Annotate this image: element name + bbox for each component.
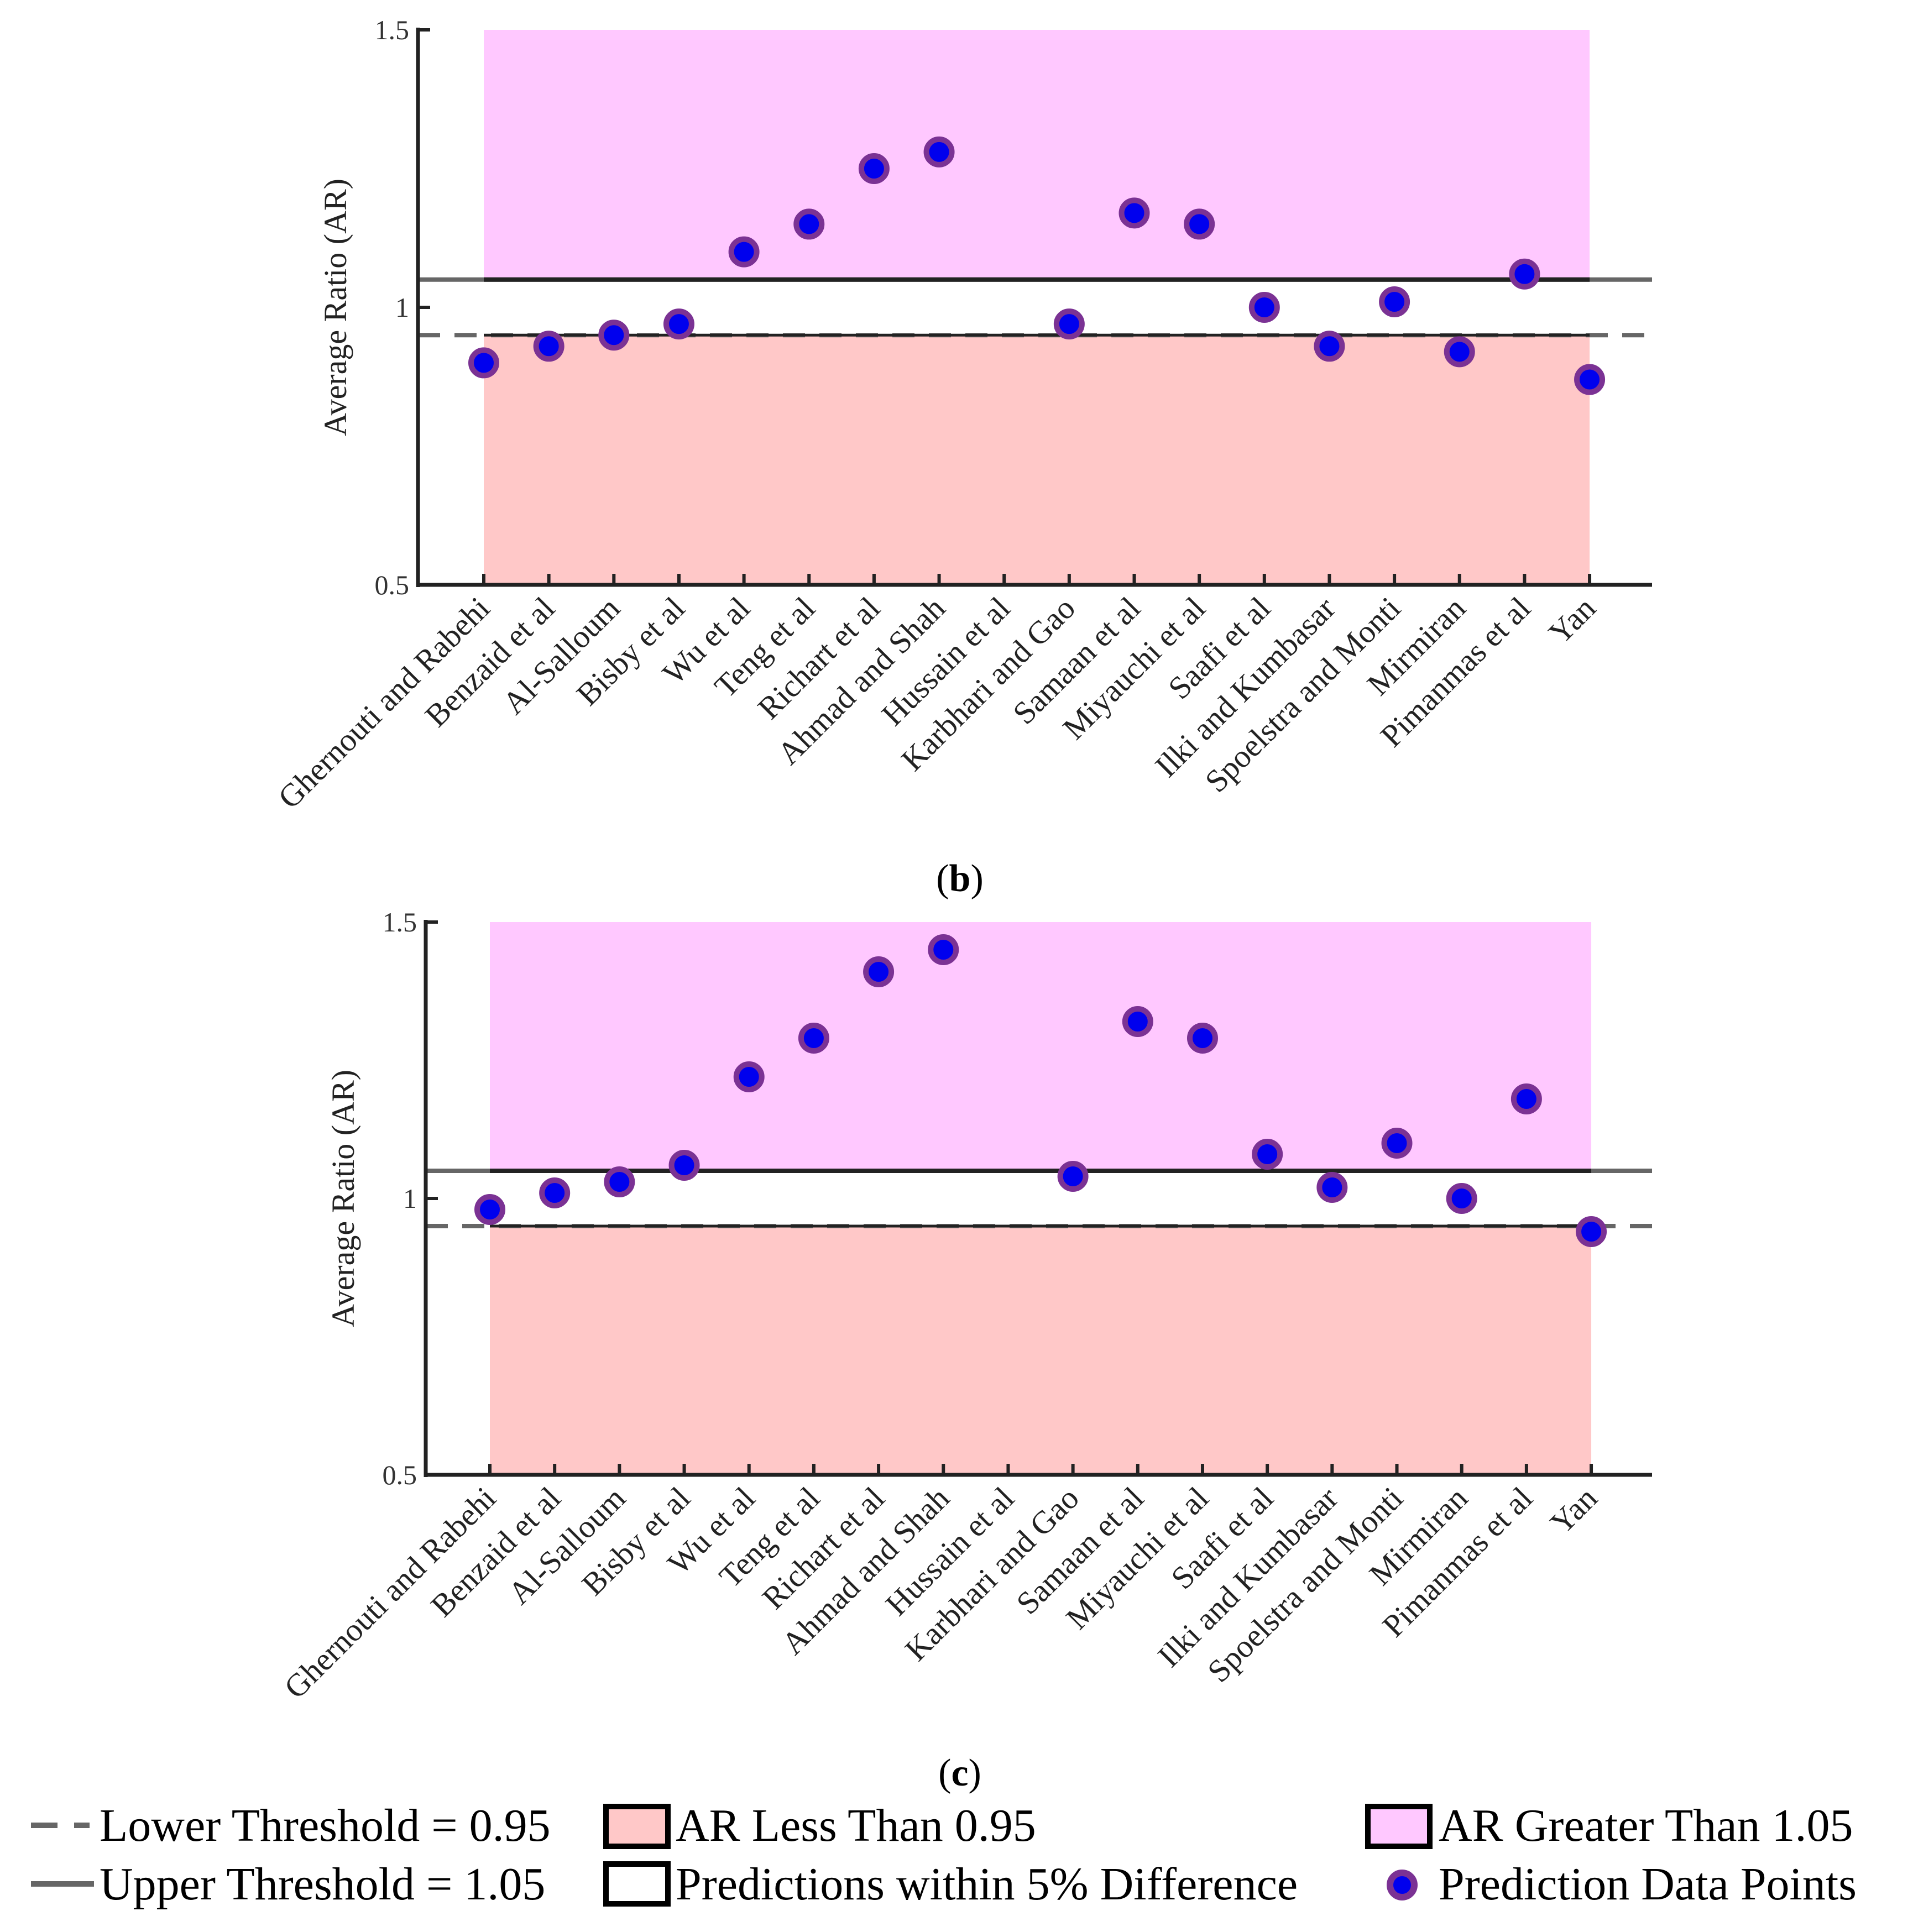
data-point	[733, 1061, 765, 1092]
prediction-point-legend-icon	[1387, 1870, 1418, 1900]
prediction-points	[468, 136, 1606, 395]
ar-greater-legend-icon	[1365, 1804, 1433, 1849]
y-tick-label: 1.5	[383, 907, 417, 938]
data-point	[1057, 1161, 1089, 1192]
data-point	[798, 1023, 829, 1054]
upper-band	[484, 30, 1590, 280]
data-point	[1184, 208, 1215, 240]
y-axis-label: Average Ratio (AR)	[325, 1070, 361, 1327]
data-point	[663, 308, 694, 340]
panel-letter: b	[949, 857, 971, 900]
lower-band	[490, 1226, 1592, 1475]
panel-label-c: (c)	[938, 1752, 981, 1794]
data-point	[793, 208, 825, 240]
legend-label-ar-less: AR Less Than 0.95	[676, 1800, 1036, 1851]
legend-label-lower-threshold: Lower Threshold = 0.95	[100, 1800, 551, 1851]
y-tick-label: 1.5	[375, 14, 410, 45]
data-point	[728, 236, 760, 268]
legend-label-within: Predictions within 5% Difference	[676, 1858, 1298, 1910]
data-point	[863, 956, 895, 987]
data-point	[474, 1194, 505, 1225]
y-tick-label: 0.5	[375, 569, 410, 600]
upper-band	[490, 922, 1592, 1171]
ar-less-legend-icon	[603, 1804, 671, 1849]
data-point	[1510, 1083, 1542, 1114]
data-point	[928, 934, 959, 965]
y-axis-label: Average Ratio (AR)	[317, 179, 353, 436]
data-point	[468, 347, 499, 379]
data-point	[923, 136, 955, 167]
threshold-lines	[418, 277, 1652, 338]
data-point	[1187, 1023, 1218, 1054]
y-tick-label: 1	[403, 1183, 417, 1214]
data-point	[1314, 331, 1345, 362]
data-point	[1576, 1216, 1607, 1247]
data-point	[1574, 364, 1606, 395]
panel-label-b: (b)	[936, 857, 984, 900]
data-point	[598, 320, 630, 351]
panel-letter: c	[951, 1752, 968, 1794]
category-label: Yan	[1541, 590, 1602, 651]
data-point	[604, 1166, 635, 1197]
data-point	[1118, 197, 1150, 229]
data-point	[539, 1177, 571, 1208]
axes: 0.5 1 1.5	[375, 14, 1652, 600]
data-point	[533, 331, 565, 362]
data-point	[1446, 1183, 1477, 1214]
prediction-points	[474, 934, 1607, 1247]
within-legend-icon	[603, 1861, 671, 1907]
legend-label-upper-threshold: Upper Threshold = 1.05	[100, 1858, 545, 1910]
data-point	[668, 1150, 700, 1181]
data-point	[1252, 1139, 1283, 1170]
legend-label-prediction-points: Prediction Data Points	[1439, 1858, 1857, 1910]
y-tick-label: 0.5	[383, 1459, 417, 1490]
threshold-bands	[484, 30, 1590, 585]
data-point	[858, 153, 890, 184]
data-point	[1248, 292, 1280, 323]
y-tick-label: 1	[395, 292, 409, 323]
lower-band	[484, 335, 1590, 585]
data-point	[1379, 286, 1410, 317]
legend: Lower Threshold = 0.95 AR Less Than 0.95…	[31, 1800, 1857, 1910]
threshold-bands	[490, 922, 1592, 1475]
data-point	[1316, 1172, 1348, 1203]
data-point	[1053, 308, 1085, 340]
legend-label-ar-greater: AR Greater Than 1.05	[1439, 1800, 1853, 1851]
axes: 0.5 1 1.5	[383, 907, 1652, 1490]
data-point	[1122, 1006, 1153, 1037]
data-point	[1381, 1128, 1413, 1159]
data-point	[1444, 336, 1475, 368]
category-label: Yan	[1543, 1480, 1604, 1541]
data-point	[1509, 258, 1540, 290]
